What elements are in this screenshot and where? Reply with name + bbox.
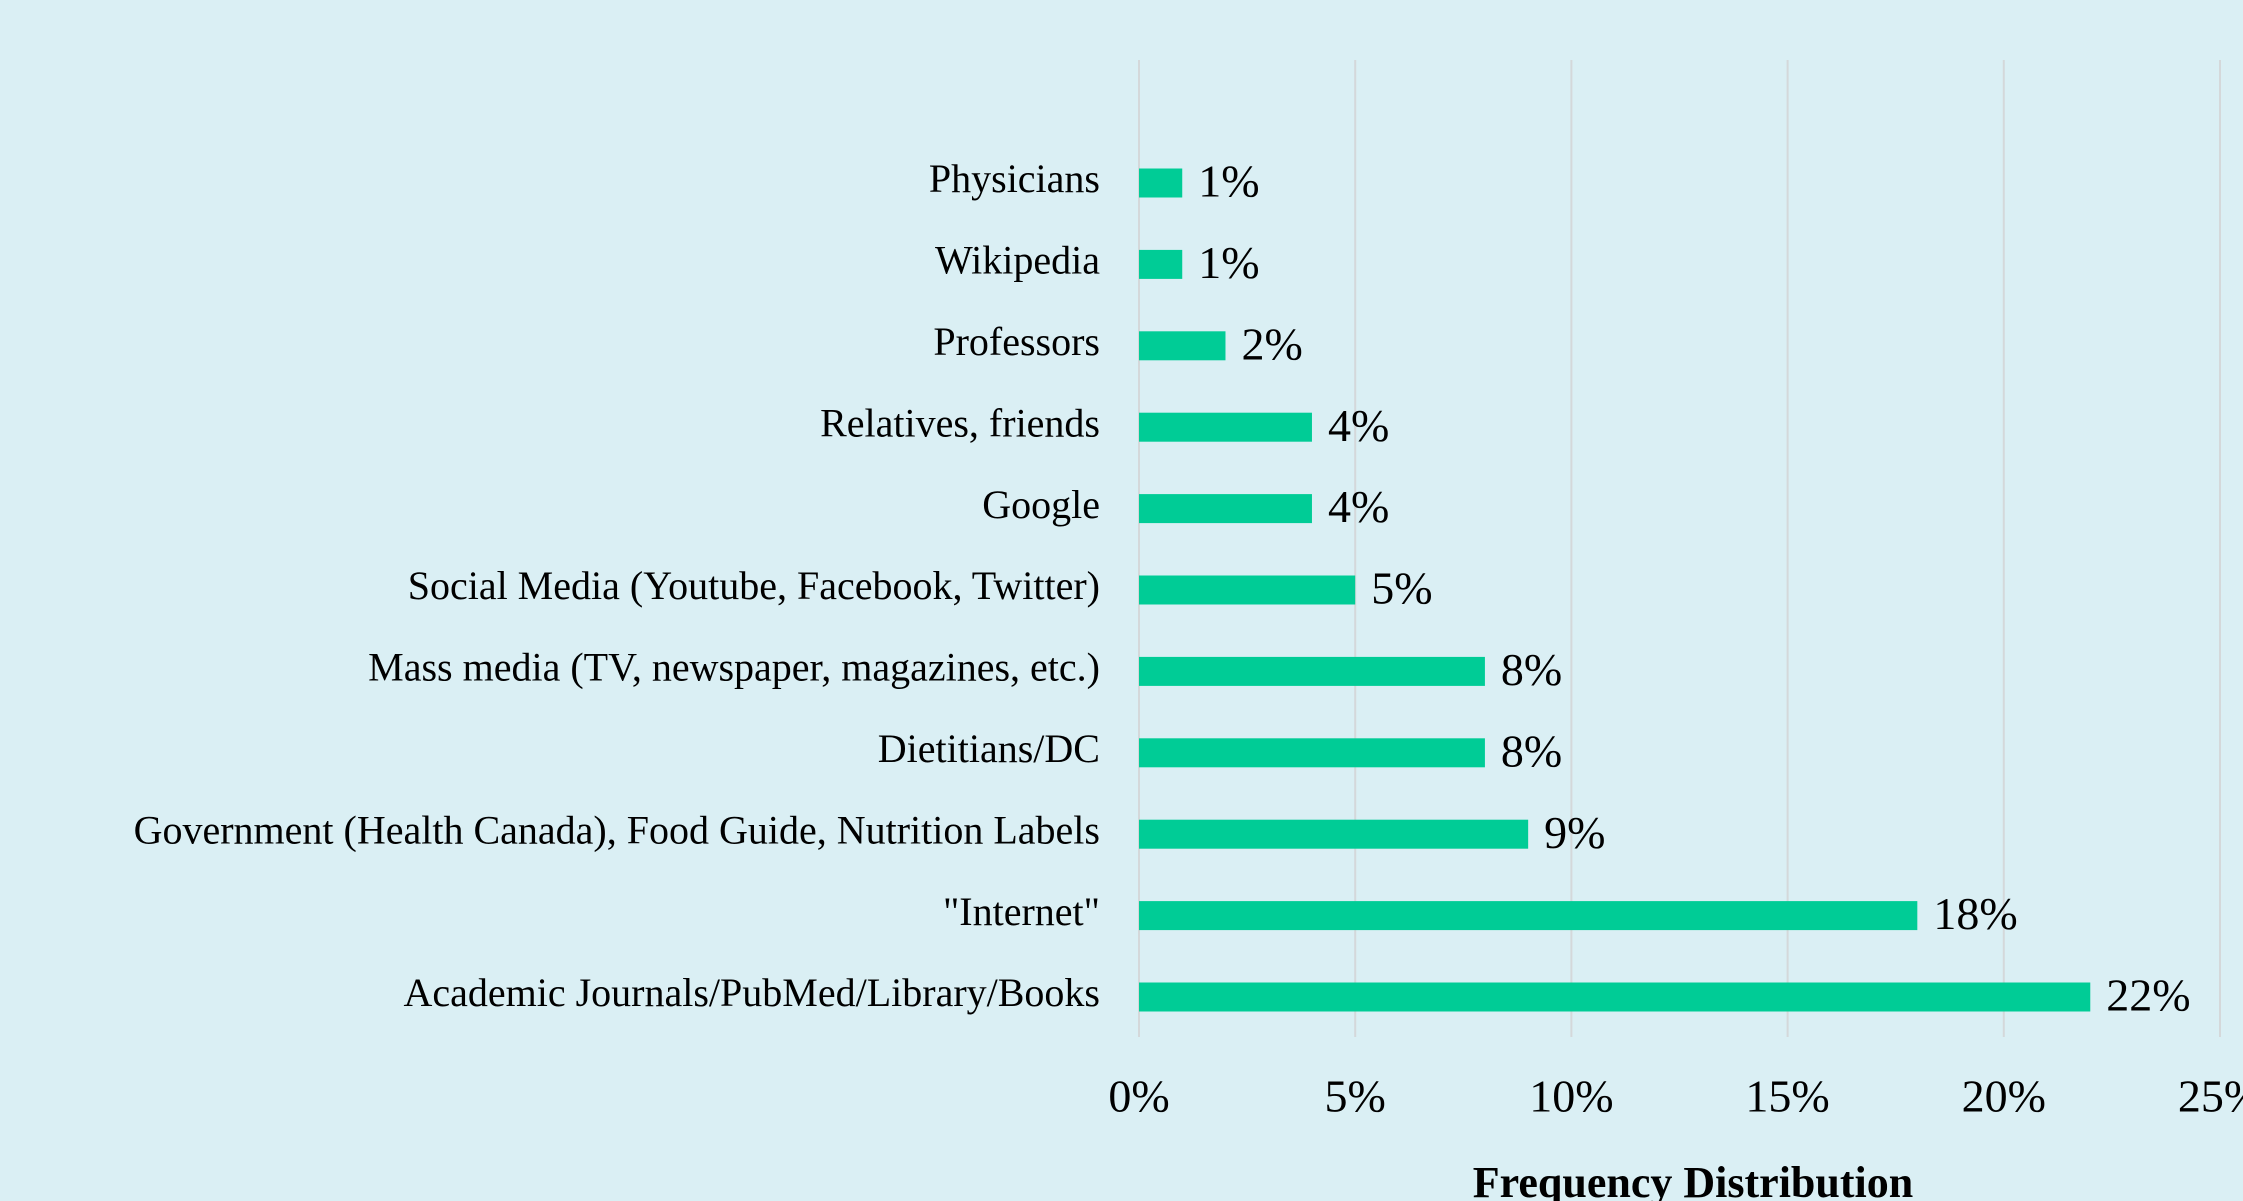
y-tick-label: Academic Journals/PubMed/Library/Books — [403, 970, 1100, 1015]
value-label: 5% — [1371, 563, 1432, 614]
bar — [1139, 494, 1312, 524]
bar — [1139, 819, 1529, 849]
y-tick-label: Professors — [933, 319, 1100, 364]
y-tick-label: Government (Health Canada), Food Guide, … — [134, 807, 1100, 852]
bar — [1139, 982, 2091, 1012]
x-tick-label: 15% — [1745, 1071, 1829, 1122]
bar — [1139, 331, 1226, 361]
y-tick-label: Relatives, friends — [820, 400, 1100, 445]
x-tick-label: 10% — [1529, 1071, 1613, 1122]
value-label: 1% — [1198, 156, 1259, 207]
y-tick-label: "Internet" — [943, 889, 1100, 934]
value-label: 8% — [1501, 644, 1562, 695]
y-tick-label: Google — [982, 482, 1100, 527]
value-label: 4% — [1328, 400, 1389, 451]
value-label: 1% — [1198, 237, 1259, 288]
value-label: 8% — [1501, 725, 1562, 776]
bar — [1139, 412, 1312, 442]
value-label: 18% — [1933, 888, 2017, 939]
value-label: 2% — [1241, 318, 1302, 369]
y-tick-label: Social Media (Youtube, Facebook, Twitter… — [408, 563, 1100, 608]
bar — [1139, 901, 1918, 931]
value-label: 22% — [2106, 970, 2190, 1021]
x-tick-label: 0% — [1108, 1071, 1169, 1122]
bar — [1139, 249, 1183, 279]
bar — [1139, 656, 1485, 686]
x-tick-label: 20% — [1962, 1071, 2046, 1122]
y-tick-label: Dietitians/DC — [878, 726, 1100, 771]
value-label: 9% — [1544, 807, 1605, 858]
bar — [1139, 738, 1485, 768]
x-tick-label: 5% — [1325, 1071, 1386, 1122]
y-tick-label: Wikipedia — [935, 238, 1100, 283]
bar — [1139, 168, 1183, 198]
x-tick-label: 25% — [2178, 1071, 2243, 1122]
y-tick-label: Mass media (TV, newspaper, magazines, et… — [368, 645, 1100, 690]
bar — [1139, 575, 1356, 605]
value-label: 4% — [1328, 481, 1389, 532]
y-tick-label: Physicians — [929, 156, 1100, 201]
x-axis-title: Frequency Distribution — [1473, 1158, 1913, 1201]
